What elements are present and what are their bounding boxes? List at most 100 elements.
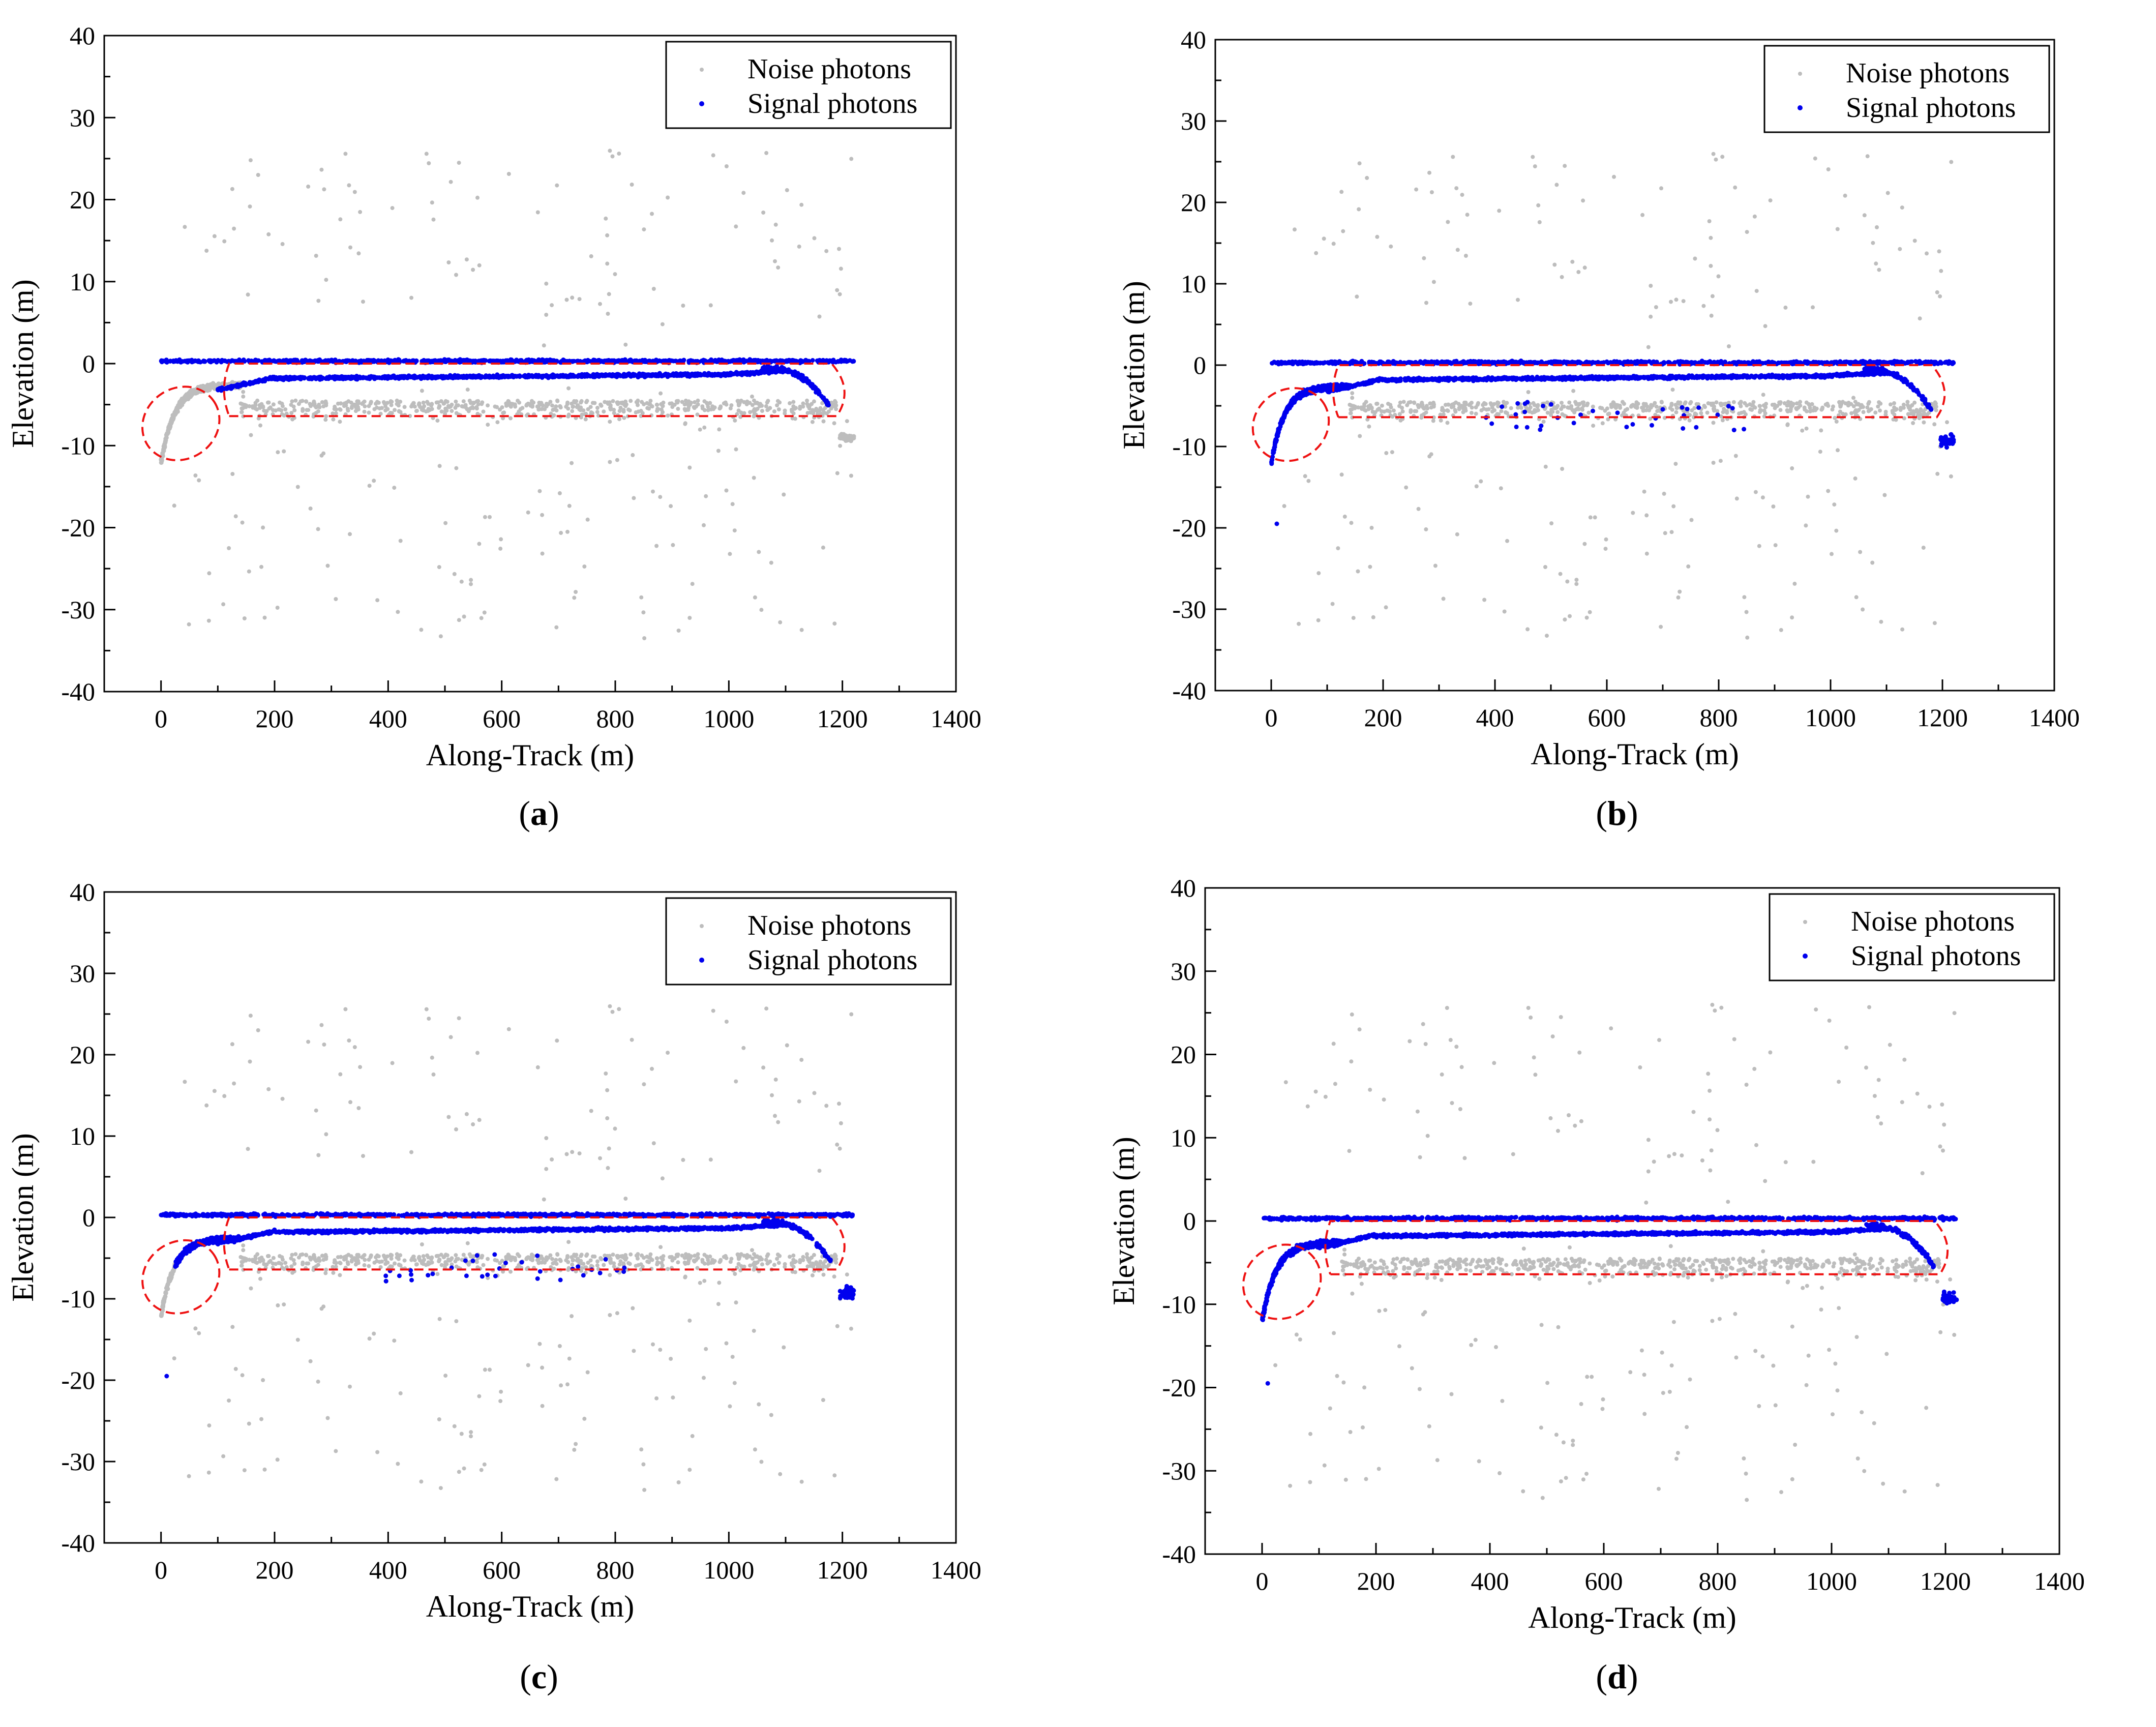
- x-tick-label: 1000: [703, 704, 754, 733]
- noise-photon: [453, 405, 458, 410]
- noise-photon: [551, 408, 555, 412]
- signal-photon: [241, 358, 246, 362]
- noise-photon: [845, 419, 849, 424]
- noise-photon: [232, 226, 236, 231]
- noise-photon: [783, 408, 787, 413]
- noise-photon: [1649, 284, 1653, 288]
- noise-photon: [821, 545, 825, 550]
- noise-photon: [778, 620, 783, 624]
- noise-photon: [425, 400, 430, 404]
- noise-photon: [1662, 491, 1666, 496]
- noise-photon: [1429, 405, 1433, 410]
- noise-photon: [1839, 400, 1843, 405]
- noise-photon: [1752, 214, 1757, 219]
- noise-photon: [501, 411, 505, 415]
- noise-photon: [1813, 156, 1817, 161]
- signal-photon: [799, 359, 804, 364]
- noise-photon: [1764, 402, 1769, 406]
- signal-photon: [821, 395, 826, 400]
- noise-photon: [1733, 454, 1738, 458]
- noise-photon: [409, 295, 413, 300]
- signal-photon: [226, 359, 231, 364]
- noise-photon: [595, 406, 600, 410]
- noise-photon: [1422, 406, 1426, 411]
- signal-photon: [216, 387, 221, 392]
- noise-photon: [454, 273, 458, 277]
- signal-photon: [444, 375, 450, 380]
- noise-photon: [259, 402, 264, 406]
- noise-photon: [1739, 400, 1743, 404]
- noise-photon: [1912, 400, 1917, 405]
- noise-photon: [343, 152, 348, 156]
- noise-photon: [1600, 421, 1605, 426]
- x-tick-label: 600: [483, 704, 521, 733]
- noise-photon: [1720, 155, 1725, 159]
- noise-photon: [1654, 404, 1659, 409]
- noise-photon: [1367, 424, 1371, 429]
- noise-photon: [1772, 402, 1777, 407]
- noise-photon: [1475, 402, 1480, 407]
- noise-photon: [344, 403, 348, 408]
- noise-photon: [392, 486, 397, 490]
- noise-photon: [605, 233, 610, 237]
- signal-photon: [458, 358, 463, 363]
- noise-photon: [280, 412, 284, 416]
- noise-photon: [1663, 531, 1667, 535]
- noise-photon: [477, 263, 482, 267]
- noise-photon: [1935, 471, 1940, 476]
- noise-photon: [1350, 396, 1355, 400]
- noise-photon: [1921, 546, 1926, 550]
- noise-photon: [183, 225, 187, 229]
- signal-photon: [1300, 390, 1305, 395]
- y-tick-label: 30: [1181, 107, 1206, 135]
- signal-photon: [311, 359, 316, 364]
- noise-photon: [704, 494, 708, 498]
- noise-photon: [479, 616, 484, 620]
- noise-photon: [1900, 627, 1905, 632]
- signal-photon: [550, 372, 555, 377]
- signal-photon: [326, 375, 331, 380]
- x-tick-label: 1200: [1917, 703, 1968, 732]
- signal-photon: [810, 384, 815, 389]
- noise-photon: [1681, 299, 1686, 304]
- noise-photon: [161, 448, 166, 453]
- noise-photon: [555, 183, 559, 188]
- signal-photon: [384, 375, 390, 380]
- noise-photon: [1612, 174, 1616, 179]
- noise-photon: [1570, 259, 1575, 264]
- panel-caption-a: (a): [519, 794, 559, 832]
- noise-photon: [589, 410, 593, 414]
- noise-photon: [1778, 408, 1783, 412]
- noise-photon: [321, 451, 326, 456]
- noise-photon: [166, 425, 171, 430]
- noise-photon: [1526, 390, 1531, 394]
- noise-photon: [501, 416, 505, 421]
- noise-photon: [711, 153, 715, 158]
- noise-photon: [1572, 408, 1576, 413]
- noise-photon: [1446, 409, 1450, 413]
- noise-photon: [1871, 241, 1875, 245]
- signal-photon: [686, 373, 691, 378]
- noise-photon: [187, 622, 191, 627]
- noise-photon: [824, 249, 829, 253]
- noise-photon: [465, 388, 470, 392]
- noise-photon: [1742, 595, 1747, 600]
- noise-photon: [748, 410, 753, 414]
- noise-photon: [1567, 405, 1571, 410]
- noise-photon: [461, 399, 466, 404]
- noise-photon: [548, 400, 553, 404]
- noise-photon: [586, 407, 590, 411]
- y-tick-label: -10: [1172, 432, 1206, 461]
- noise-photon: [1431, 419, 1435, 423]
- noise-photon: [1701, 304, 1706, 308]
- noise-photon: [734, 447, 738, 452]
- signal-photon: [543, 360, 547, 365]
- signal-photon: [499, 373, 504, 378]
- signal-photon: [491, 359, 495, 363]
- signal-photon: [824, 398, 829, 403]
- noise-photon: [585, 399, 589, 403]
- noise-photon: [1866, 401, 1871, 406]
- noise-photon: [208, 382, 213, 387]
- noise-photon: [271, 402, 276, 407]
